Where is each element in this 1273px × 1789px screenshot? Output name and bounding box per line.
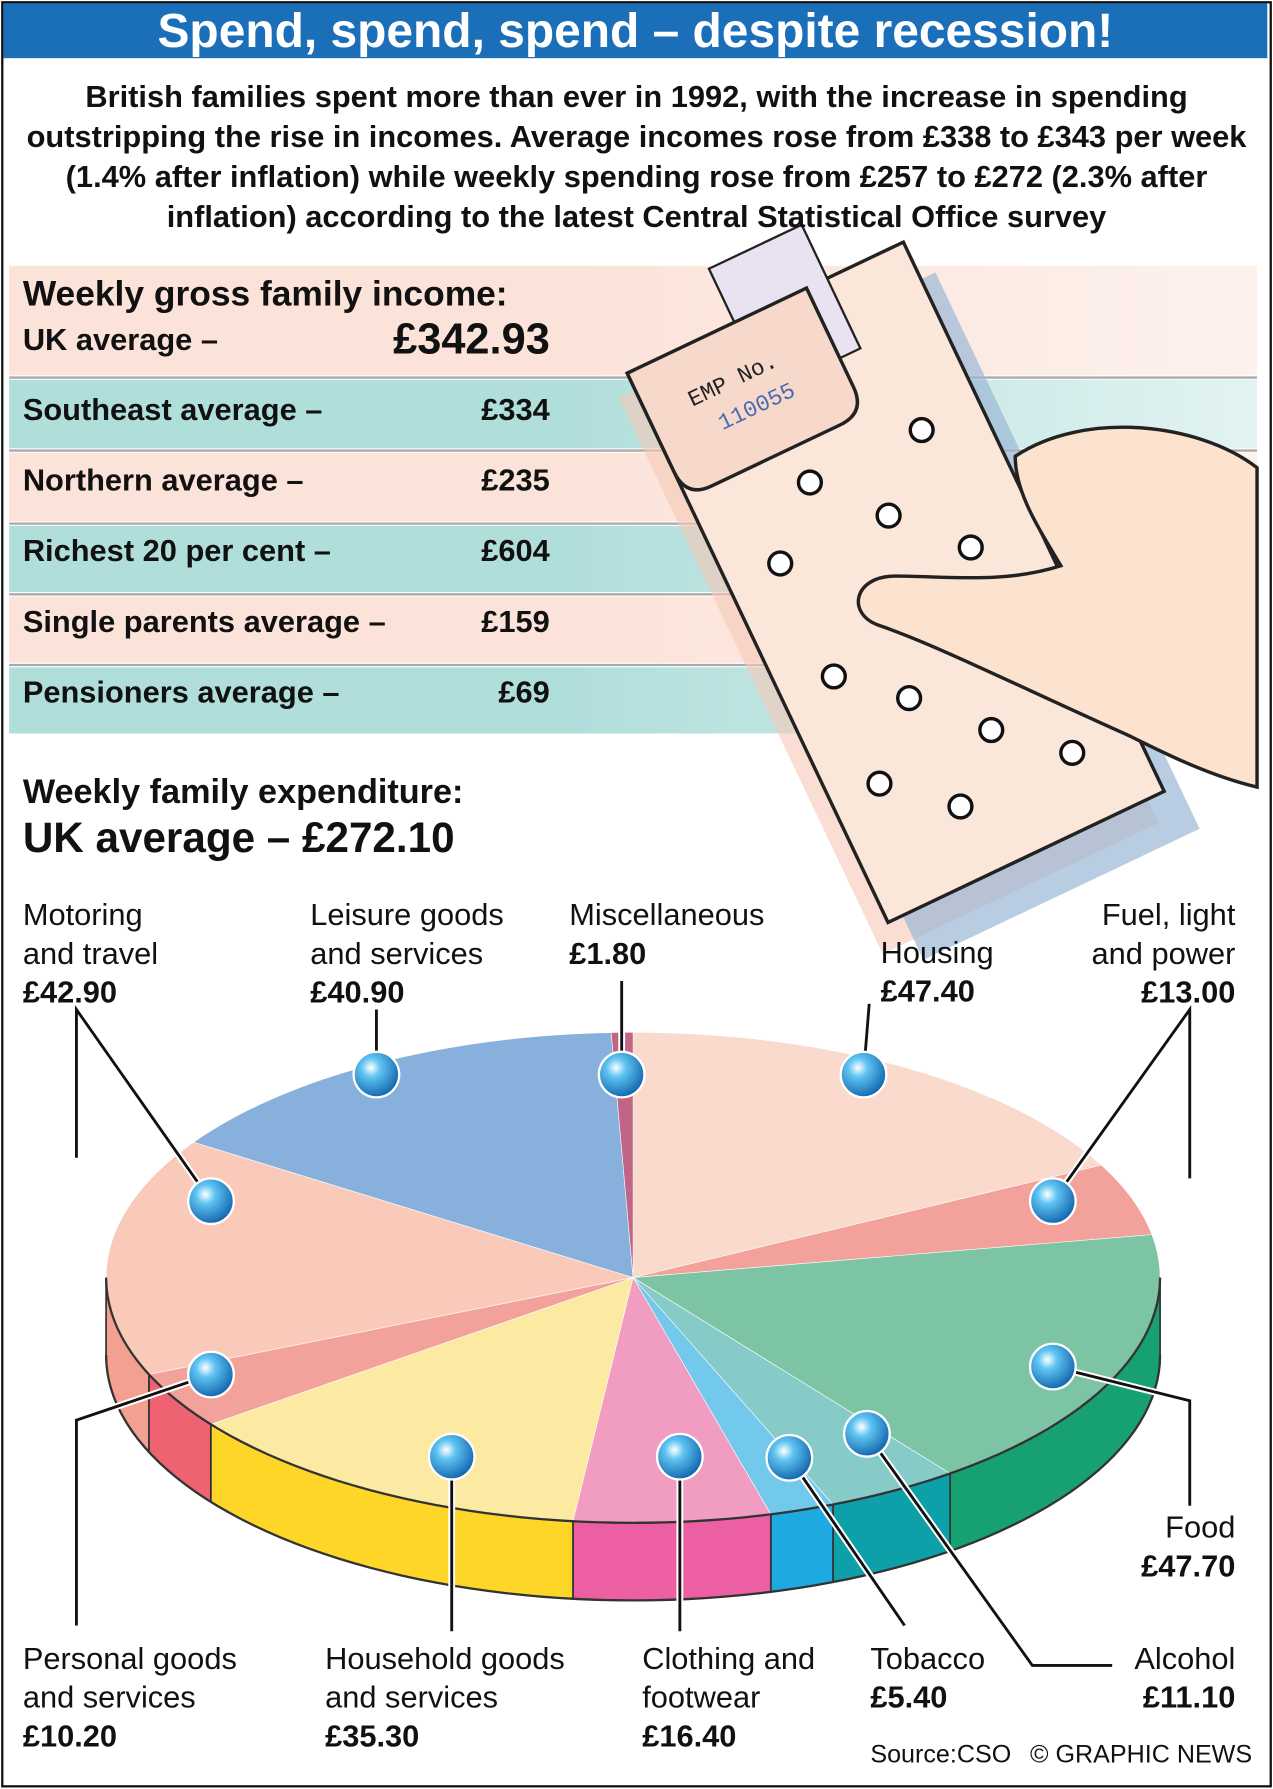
pie-label: Housing £47.40 — [881, 933, 1109, 1011]
income-value: £342.93 — [393, 315, 550, 364]
category-label: Household goods and services — [325, 1641, 565, 1715]
title: Spend, spend, spend – despite recession! — [3, 3, 1268, 59]
value-label: £35.30 — [325, 1719, 420, 1754]
value-label: £5.40 — [870, 1680, 948, 1715]
value-label: £1.80 — [569, 936, 647, 971]
chart-subtitle: UK average – £272.10 — [22, 814, 455, 862]
marker-ball — [597, 1050, 646, 1099]
income-label: Pensioners average – — [22, 675, 340, 710]
pie-label: Fuel, light and power £13.00 — [1053, 895, 1236, 1011]
pie-label: Motoring and travel £42.90 — [23, 895, 194, 1011]
marker-ball — [1028, 1177, 1077, 1226]
category-label: Miscellaneous — [569, 897, 765, 932]
credit: © GRAPHIC NEWS — [1030, 1739, 1253, 1769]
pie-slice — [633, 1164, 1153, 1278]
marker-ball — [187, 1177, 235, 1226]
leaders — [73, 981, 1194, 1669]
category-label: Fuel, light and power — [1091, 897, 1236, 971]
leader-line — [75, 1005, 213, 1202]
leader-line — [788, 1457, 906, 1627]
marker-ball — [839, 1050, 888, 1099]
leader-line — [865, 1433, 1113, 1667]
category-label: Housing — [880, 935, 994, 970]
marker-ball — [842, 1409, 891, 1458]
category-label: Motoring and travel — [22, 897, 159, 971]
income-value: £334 — [481, 392, 550, 427]
pie-label: Personal goods and services £10.20 — [23, 1639, 280, 1755]
category-label: Personal goods and services — [22, 1641, 237, 1715]
leader-line — [75, 1373, 212, 1626]
value-label: £11.10 — [1142, 1680, 1236, 1715]
income-label: Single parents average – — [22, 604, 386, 639]
pie-label: Clothing and footwear £16.40 — [642, 1639, 859, 1755]
category-label: Clothing and footwear — [642, 1641, 816, 1715]
marker-ball — [187, 1350, 235, 1399]
income-label: Northern average – — [22, 463, 304, 498]
pie-label: Alcohol £11.10 — [1053, 1639, 1236, 1717]
pie-label: Tobacco £5.40 — [870, 1639, 1053, 1717]
packet-holes — [767, 416, 1086, 820]
value-label: £42.90 — [22, 975, 118, 1010]
pay-packet-illustration: EMP No. 110055 — [618, 223, 1259, 960]
income-label: UK average – — [22, 322, 218, 358]
income-label: Southeast average – — [22, 392, 323, 427]
intro: British families spent more than ever in… — [26, 79, 1247, 234]
income-value: £69 — [498, 675, 550, 710]
marker-ball — [765, 1433, 814, 1482]
category-label: Alcohol — [1134, 1641, 1236, 1676]
pie-label: Household goods and services £35.30 — [325, 1639, 610, 1755]
source: Source:CSO — [870, 1739, 1012, 1769]
value-label: £10.20 — [22, 1719, 118, 1754]
pie-label: Miscellaneous £1.80 — [569, 895, 797, 973]
income-value: £235 — [481, 463, 550, 498]
leader-line — [1052, 1365, 1192, 1506]
income-label: Richest 20 per cent – — [22, 533, 331, 569]
marker-ball — [655, 1432, 704, 1481]
pie-label: Leisure goods and services £40.90 — [310, 895, 550, 1011]
value-label: £47.40 — [880, 974, 975, 1009]
income-value: £159 — [481, 604, 550, 639]
category-label: Leisure goods and services — [310, 897, 504, 971]
value-label: £13.00 — [1141, 975, 1236, 1010]
packet-flap — [624, 285, 860, 492]
value-label: £16.40 — [642, 1719, 737, 1754]
income-value: £604 — [481, 533, 550, 569]
pie-chart — [73, 981, 1194, 1669]
value-label: £40.90 — [310, 975, 405, 1010]
hand — [856, 425, 1259, 790]
chart-title: Weekly family expenditure: — [22, 773, 464, 812]
band — [9, 265, 1258, 376]
category-label: Food — [1165, 1510, 1236, 1545]
marker-ball — [1028, 1342, 1077, 1391]
pie-label: Food £47.70 — [1053, 1508, 1236, 1586]
pie-outline — [104, 1277, 1162, 1602]
pie-tops — [105, 1032, 1161, 1524]
value-label: £47.70 — [1141, 1549, 1236, 1584]
marker-ball — [427, 1432, 476, 1481]
marker-ball — [352, 1050, 401, 1099]
leader-line — [1051, 1005, 1192, 1202]
income-heading: Weekly gross family income: — [22, 273, 508, 314]
pie-slice — [632, 1032, 1103, 1278]
category-label: Tobacco — [870, 1641, 986, 1676]
